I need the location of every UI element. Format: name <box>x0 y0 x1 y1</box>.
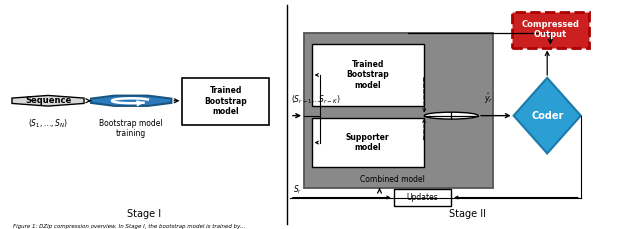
FancyBboxPatch shape <box>182 78 269 125</box>
Text: $(S_{r-1}\ldots S_{r-K})$: $(S_{r-1}\ldots S_{r-K})$ <box>291 94 340 106</box>
Text: $S_r$: $S_r$ <box>293 183 303 196</box>
Text: Figure 1: DZip compression overview. In Stage I, the bootstrap model is trained : Figure 1: DZip compression overview. In … <box>13 224 245 229</box>
Text: Combined model: Combined model <box>360 175 424 184</box>
Text: Stage I: Stage I <box>127 209 161 219</box>
Text: Stage II: Stage II <box>449 209 486 219</box>
Text: Sequence: Sequence <box>25 96 71 105</box>
Polygon shape <box>91 96 172 106</box>
Polygon shape <box>12 95 84 106</box>
Text: $(S_1,\ldots,S_N)$: $(S_1,\ldots,S_N)$ <box>28 117 68 130</box>
Text: Trained
Bootstrap
model: Trained Bootstrap model <box>204 86 247 116</box>
FancyBboxPatch shape <box>394 189 451 206</box>
FancyBboxPatch shape <box>312 118 424 167</box>
Text: Compressed
Output: Compressed Output <box>522 20 579 39</box>
Text: Trained
Bootstrap
model: Trained Bootstrap model <box>346 60 389 90</box>
Text: Supporter
model: Supporter model <box>346 133 390 152</box>
Text: Updates: Updates <box>406 193 438 202</box>
Text: Bootstrap model
training: Bootstrap model training <box>99 119 163 138</box>
FancyBboxPatch shape <box>512 12 589 48</box>
Polygon shape <box>514 78 581 153</box>
FancyBboxPatch shape <box>312 44 424 106</box>
FancyBboxPatch shape <box>304 33 493 188</box>
Text: $\hat{y}_r$: $\hat{y}_r$ <box>484 92 493 106</box>
Text: Coder: Coder <box>531 111 563 121</box>
Ellipse shape <box>424 112 478 119</box>
